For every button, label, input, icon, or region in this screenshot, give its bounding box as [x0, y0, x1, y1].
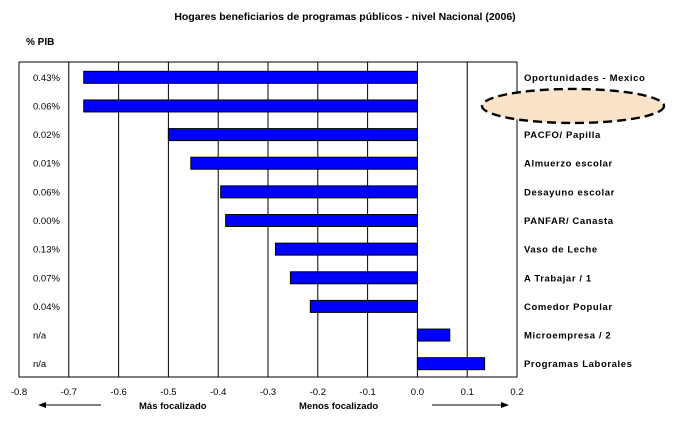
- category-label-pacfo-papilla: PACFO/ Papilla: [524, 130, 601, 141]
- category-label-comedor-popular: Comedor Popular: [524, 302, 613, 313]
- bar-pacfo-papilla: [167, 128, 418, 142]
- gridlines: [68, 62, 468, 377]
- x-tick-label: -0.6: [110, 387, 126, 398]
- x-tick-labels: -0.8 -0.7 -0.6 -0.5 -0.4 -0.3 -0.2 -0.1 0.0 0.1 0.…: [11, 387, 524, 398]
- highlight-ellipse-shape: [480, 87, 666, 125]
- category-label-vaso-de-leche: Vaso de Leche: [524, 245, 598, 256]
- arrow-right-head: [501, 402, 509, 408]
- bar-oportunidades-mexico: [83, 70, 418, 84]
- pct-pib-label: 0.01%: [33, 159, 60, 170]
- x-tick-label: -0.7: [61, 387, 77, 398]
- pct-pib-label: 0.13%: [33, 245, 60, 256]
- annotation-right: Menos focalizado: [299, 401, 378, 412]
- bar-vaso-de-leche: [274, 242, 418, 256]
- pct-pib-label: 0.06%: [33, 101, 60, 112]
- bar-comedor-popular: [309, 299, 418, 313]
- category-label-a-trabajar-1: A Trabajar / 1: [524, 273, 592, 284]
- category-label-oportunidades-mexico: Oportunidades - Mexico: [524, 73, 645, 84]
- pct-pib-header: % PIB: [26, 37, 54, 48]
- bar-a-trabajar-1: [289, 271, 418, 285]
- x-tick-label: -0.2: [310, 387, 326, 398]
- arrow-left-head: [38, 402, 46, 408]
- bar-panfar-canasta: [225, 214, 418, 227]
- pct-pib-label: 0.43%: [33, 73, 60, 84]
- pct-pib-label: 0.04%: [33, 302, 60, 313]
- pct-pib-labels: 0.43% 0.06% 0.02% 0.01% 0.06% 0.00% 0.13% 0.07%…: [33, 73, 60, 370]
- bar-desayuno-escolar: [220, 185, 418, 199]
- x-tick-label: 0.2: [510, 387, 523, 398]
- pct-pib-label: 0.06%: [33, 187, 60, 198]
- x-tick-label: -0.5: [160, 387, 176, 398]
- x-tick-label: -0.1: [359, 387, 375, 398]
- category-label-almuerzo-escolar: Almuerzo escolar: [524, 159, 613, 170]
- category-label-panfar-canasta: PANFAR/ Canasta: [524, 216, 614, 227]
- axis-annotations: Más focalizado Menos focalizado: [38, 401, 509, 412]
- pct-pib-label: n/a: [33, 331, 47, 342]
- x-tick-label: -0.3: [260, 387, 276, 398]
- annotation-left: Más focalizado: [139, 401, 207, 412]
- category-label-microempresa-2: Microempresa / 2: [524, 331, 611, 342]
- x-tick-label: 0.1: [461, 387, 474, 398]
- category-label-programas-laborales: Programas Laborales: [524, 359, 633, 370]
- pct-pib-label: n/a: [33, 359, 47, 370]
- pct-pib-label: 0.07%: [33, 273, 60, 284]
- bar-almuerzo-escolar: [190, 156, 418, 170]
- chart-title: Hogares beneficiarios de programas públi…: [174, 11, 515, 23]
- bar-juntos: [83, 99, 418, 113]
- category-labels: Oportunidades - MexicoJuntosPACFO/ Papil…: [524, 73, 645, 370]
- highlight-ellipse: [480, 87, 666, 125]
- category-label-desayuno-escolar: Desayuno escolar: [524, 187, 615, 198]
- bars: [83, 70, 486, 371]
- pct-pib-label: 0.02%: [33, 130, 60, 141]
- x-tick-label: -0.8: [11, 387, 27, 398]
- bar-microempresa-2: [416, 328, 451, 342]
- bar-programas-laborales: [416, 357, 486, 371]
- x-tick-label: 0.0: [411, 387, 424, 398]
- x-tick-label: -0.4: [210, 387, 226, 398]
- pct-pib-label: 0.00%: [33, 216, 60, 227]
